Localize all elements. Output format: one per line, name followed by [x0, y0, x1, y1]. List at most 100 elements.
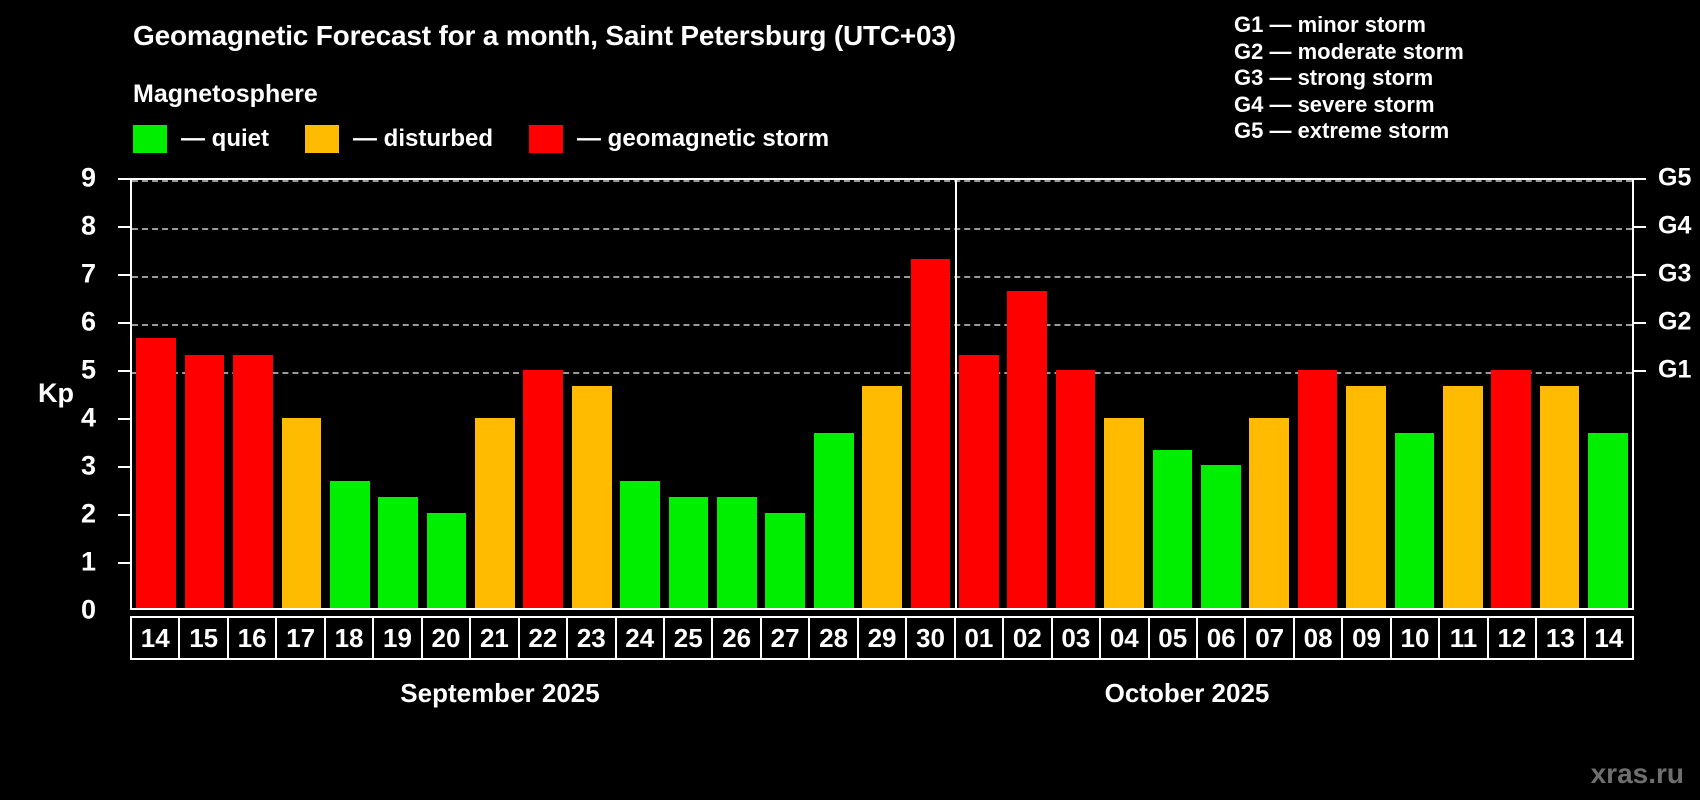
- g-tick-label-G1: G1: [1658, 355, 1692, 384]
- day-label-22[interactable]: 06: [1195, 616, 1247, 660]
- day-label-16[interactable]: 30: [905, 616, 956, 660]
- bar-cell-01: [955, 180, 1003, 608]
- day-label-5[interactable]: 19: [372, 616, 423, 660]
- legend-item-storm: — geomagnetic storm: [529, 125, 829, 153]
- bar: [1297, 370, 1338, 608]
- day-label-6[interactable]: 20: [420, 616, 472, 660]
- bar-cell-20: [422, 180, 470, 608]
- bar: [717, 497, 757, 608]
- day-label-19[interactable]: 03: [1050, 616, 1102, 660]
- bar-cell-12: [1487, 180, 1535, 608]
- y-tick-mark-5: [118, 370, 130, 372]
- day-label-2[interactable]: 16: [226, 616, 278, 660]
- bar-cell-19: [374, 180, 422, 608]
- bar: [620, 481, 660, 608]
- bar-cell-14: [132, 180, 180, 608]
- bar: [184, 354, 225, 608]
- legend-label-storm: — geomagnetic storm: [577, 125, 830, 152]
- day-label-1[interactable]: 15: [178, 616, 229, 660]
- day-label-11[interactable]: 25: [662, 616, 714, 660]
- bar-cell-15: [180, 180, 228, 608]
- day-label-strip: 14 15 16 17 18 19 20 21 22 23 24 25 26 27 28 29 30 01 02 03…: [130, 616, 1635, 660]
- day-label-7[interactable]: 21: [469, 616, 520, 660]
- y-tick-mark-3: [118, 466, 130, 468]
- day-label-14[interactable]: 28: [808, 616, 859, 660]
- legend-item-disturbed: — disturbed: [305, 125, 493, 153]
- legend-label-disturbed: — disturbed: [353, 125, 494, 152]
- bar: [1539, 385, 1580, 608]
- day-label-10[interactable]: 24: [614, 616, 665, 660]
- g-tick-label-G4: G4: [1658, 211, 1692, 240]
- day-label-28[interactable]: 12: [1486, 616, 1538, 660]
- day-label-29[interactable]: 13: [1535, 616, 1586, 660]
- bar: [523, 370, 564, 608]
- y-tick-label-0: 0: [80, 594, 96, 625]
- y-tick-label-3: 3: [80, 450, 96, 481]
- bar: [1104, 417, 1144, 608]
- bar-cell-24: [616, 180, 664, 608]
- g-tick-label-G5: G5: [1658, 163, 1692, 192]
- day-label-9[interactable]: 23: [566, 616, 617, 660]
- legend-item-quiet: — quiet: [133, 125, 269, 153]
- gridline-kp-8: [132, 228, 1632, 230]
- day-label-0[interactable]: 14: [130, 616, 181, 660]
- y-tick-mark-4: [118, 418, 130, 420]
- month-label-september: September 2025: [400, 678, 600, 708]
- bar-cell-13: [1535, 180, 1583, 608]
- bar-cell-23: [568, 180, 616, 608]
- bar: [1442, 385, 1483, 608]
- y-tick-label-1: 1: [80, 546, 96, 577]
- day-label-21[interactable]: 05: [1147, 616, 1198, 660]
- y-tick-mark-2: [118, 514, 130, 516]
- y-axis-label: Kp: [38, 378, 74, 408]
- day-label-15[interactable]: 29: [856, 616, 908, 660]
- bar-cell-14: [1584, 180, 1632, 608]
- bar-cell-07: [1245, 180, 1293, 608]
- legend-swatch-quiet: [133, 125, 167, 153]
- bar: [1249, 417, 1290, 608]
- gridline-kp-6: [132, 324, 1632, 326]
- day-label-25[interactable]: 09: [1341, 616, 1392, 660]
- y-tick-label-6: 6: [80, 306, 96, 337]
- day-label-30[interactable]: 14: [1583, 616, 1635, 660]
- bar: [1007, 290, 1048, 608]
- day-label-8[interactable]: 22: [517, 616, 569, 660]
- day-label-27[interactable]: 11: [1438, 616, 1489, 660]
- day-label-23[interactable]: 07: [1244, 616, 1295, 660]
- y-tick-label-8: 8: [80, 210, 96, 241]
- bar: [475, 417, 515, 608]
- day-label-18[interactable]: 02: [1002, 616, 1053, 660]
- bar-cell-18: [326, 180, 374, 608]
- day-label-26[interactable]: 10: [1389, 616, 1441, 660]
- bar-cell-22: [519, 180, 567, 608]
- day-label-24[interactable]: 08: [1292, 616, 1344, 660]
- bar: [1200, 465, 1241, 608]
- day-label-17[interactable]: 01: [953, 616, 1005, 660]
- bar: [571, 385, 612, 608]
- day-label-13[interactable]: 27: [759, 616, 811, 660]
- y-axis: 0 1 2 3 4 5 6 7 8 9: [0, 163, 130, 625]
- bar: [1055, 370, 1096, 608]
- bar-cell-27: [761, 180, 809, 608]
- g-tick-mark-G4: [1634, 226, 1646, 228]
- bar-cell-21: [471, 180, 519, 608]
- legend-swatch-storm: [529, 125, 564, 153]
- bar-cell-08: [1293, 180, 1341, 608]
- day-label-4[interactable]: 18: [323, 616, 375, 660]
- y-tick-label-7: 7: [80, 258, 96, 289]
- magnetosphere-heading: Magnetosphere: [133, 80, 318, 108]
- day-label-12[interactable]: 26: [711, 616, 762, 660]
- bar: [1346, 385, 1386, 608]
- bar-cell-25: [664, 180, 712, 608]
- g-scale-row-4: G4 — severe storm: [1234, 91, 1435, 117]
- g-scale-row-5: G5 — extreme storm: [1234, 118, 1450, 143]
- day-label-20[interactable]: 04: [1099, 616, 1150, 660]
- bar: [959, 354, 999, 608]
- legend-swatch-disturbed: [305, 125, 339, 153]
- g-scale-legend: G1 — minor storm G2 — moderate storm G3 — …: [1234, 12, 1464, 145]
- month-label-october: October 2025: [1104, 678, 1270, 708]
- bar-cell-30: [906, 180, 954, 608]
- y-tick-label-9: 9: [80, 162, 96, 193]
- day-label-3[interactable]: 17: [275, 616, 326, 660]
- bar: [1491, 370, 1531, 608]
